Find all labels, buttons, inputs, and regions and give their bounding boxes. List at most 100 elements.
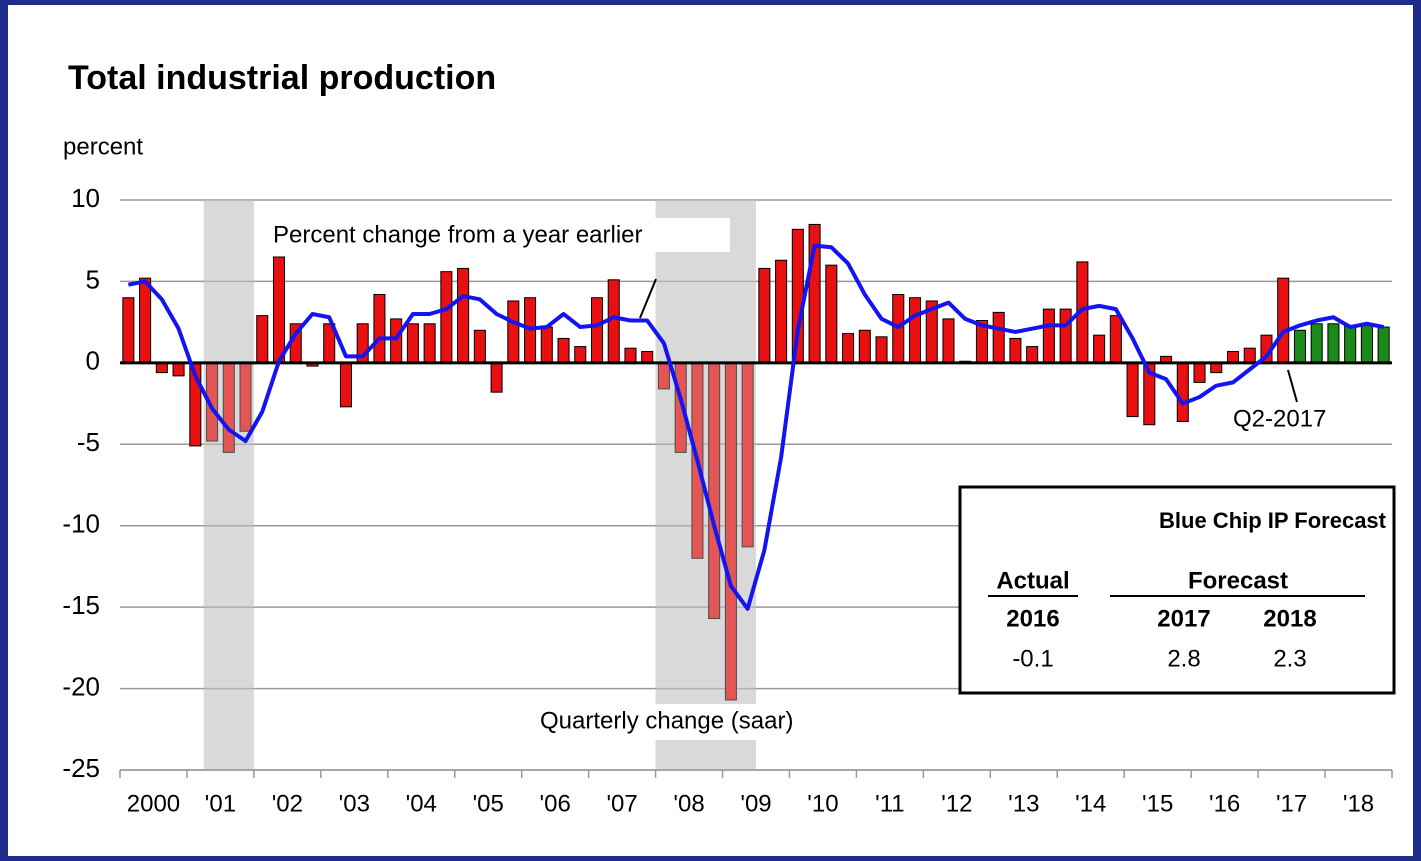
bar	[1243, 347, 1256, 364]
recession-overlay	[655, 200, 756, 770]
bar	[1193, 362, 1206, 383]
y-axis-label: percent	[63, 133, 143, 160]
x-tick-label: '04	[406, 790, 437, 817]
bar	[858, 329, 871, 364]
bar	[875, 336, 888, 364]
x-tick-label: '09	[740, 790, 771, 817]
label-bg	[536, 704, 854, 740]
bar	[457, 267, 470, 364]
bar	[1109, 315, 1122, 364]
bar	[272, 256, 286, 364]
bar	[1026, 346, 1039, 364]
annotation-arrow	[639, 278, 657, 319]
x-tick-label: '13	[1008, 790, 1039, 817]
bar	[775, 259, 788, 364]
bar	[758, 267, 771, 364]
bar	[139, 277, 152, 364]
y-tick-label: -5	[77, 427, 100, 457]
bar	[590, 297, 604, 364]
bar	[992, 311, 1005, 364]
bar	[1226, 350, 1240, 364]
x-tick-label: 2000	[127, 790, 180, 817]
bar	[490, 362, 503, 393]
bar	[1377, 326, 1390, 364]
recession-overlay	[203, 200, 254, 770]
table-year: 2016	[1006, 605, 1059, 632]
bar	[1344, 324, 1357, 364]
bar	[1360, 324, 1373, 364]
x-tick-label: '08	[673, 790, 704, 817]
bar	[557, 337, 570, 364]
recession-shading	[203, 200, 254, 770]
bar	[1293, 329, 1306, 364]
x-tick-label: '07	[606, 790, 637, 817]
y-tick-label: -20	[62, 671, 100, 701]
label-bg	[270, 218, 730, 252]
bar	[256, 315, 269, 364]
bar	[641, 350, 654, 364]
line	[127, 243, 1385, 611]
bar	[440, 271, 453, 364]
y-tick-label: 5	[86, 264, 100, 294]
x-tick-label: '03	[339, 790, 370, 817]
recession-shading	[655, 200, 756, 770]
bar	[423, 323, 436, 364]
bar	[507, 300, 520, 364]
forecast-table: Blue Chip IP Forecast Actual Forecast 2016 2…	[958, 485, 1396, 695]
table-year: 2017	[1157, 605, 1210, 632]
bar	[172, 362, 185, 377]
bar	[1059, 308, 1072, 364]
bar	[825, 264, 838, 364]
bar	[122, 297, 135, 364]
bar	[1310, 323, 1323, 364]
bar	[1126, 362, 1139, 418]
table-box	[958, 485, 1396, 695]
table-value: -0.1	[1012, 645, 1053, 672]
x-tick-label: '17	[1276, 790, 1307, 817]
x-tick-label: '10	[807, 790, 838, 817]
bar	[1327, 323, 1340, 364]
bar	[339, 362, 352, 408]
x-tick-label: '18	[1343, 790, 1374, 817]
y-tick-label: 0	[86, 346, 100, 376]
x-tick-label: '15	[1142, 790, 1173, 817]
x-tick-label: '12	[941, 790, 972, 817]
y-tick-label: -10	[62, 509, 100, 539]
y-tick-label: -25	[62, 753, 100, 783]
x-tick-label: '16	[1209, 790, 1240, 817]
x-tick-label: '05	[473, 790, 504, 817]
series-annotation: Quarterly change (saar)	[540, 707, 793, 734]
table-header: Forecast	[1188, 567, 1288, 594]
bar	[390, 318, 403, 364]
bar	[1009, 337, 1022, 364]
bar	[1042, 308, 1055, 364]
bar	[942, 318, 955, 364]
bar	[1093, 334, 1106, 364]
bar	[373, 293, 386, 364]
bar	[540, 326, 553, 364]
bar	[624, 347, 637, 364]
bar	[1277, 277, 1290, 364]
x-tick-label: '14	[1075, 790, 1106, 817]
bar	[908, 297, 922, 364]
annotation: Q2-2017	[1233, 405, 1326, 432]
bar	[842, 333, 855, 364]
x-tick-label: '11	[875, 790, 905, 817]
bar	[574, 346, 587, 364]
table-year: 2018	[1263, 605, 1316, 632]
annotation-arrow	[1287, 369, 1298, 403]
chart-title: Total industrial production	[68, 59, 496, 97]
y-tick-label: 10	[71, 183, 100, 213]
table-value: 2.8	[1167, 645, 1200, 672]
bar	[473, 329, 486, 364]
table-header: Actual	[996, 567, 1069, 594]
x-tick-label: '02	[272, 790, 303, 817]
bar	[406, 323, 419, 364]
x-tick-label: '01	[205, 790, 236, 817]
table-title: Blue Chip IP Forecast	[1159, 508, 1387, 533]
x-tick-label: '06	[540, 790, 571, 817]
table-value: 2.3	[1273, 645, 1306, 672]
y-tick-label: -15	[62, 590, 100, 620]
series-annotation: Percent change from a year earlier	[273, 221, 643, 248]
